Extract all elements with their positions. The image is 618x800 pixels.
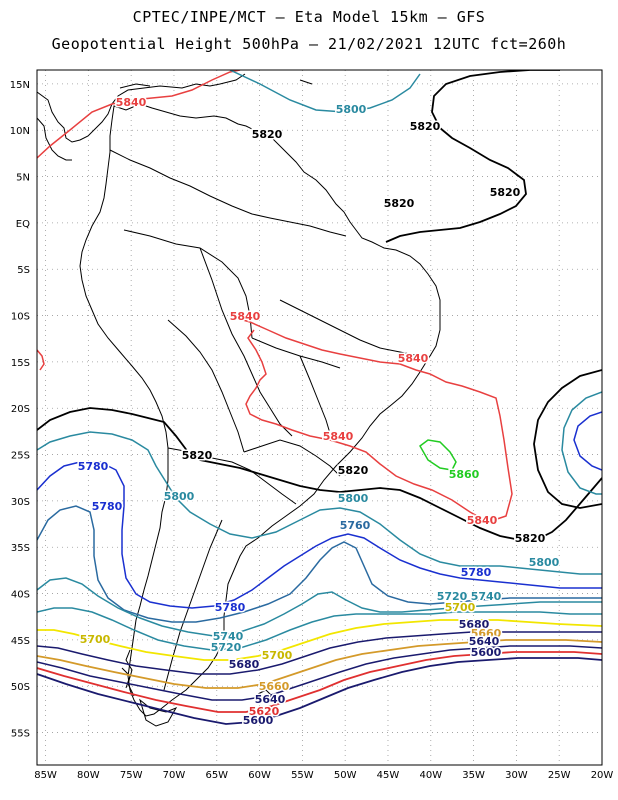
longitude-labels: 85W 80W 75W 70W 65W 60W 55W 50W 45W 40W 35W 30W 25W 2… <box>34 770 613 781</box>
lon-tick-label: 70W <box>163 770 186 781</box>
lon-tick-label: 50W <box>334 770 357 781</box>
contour-5780-east <box>573 411 602 471</box>
contour-5820-north <box>385 70 560 243</box>
contour-5860 <box>419 439 457 471</box>
contour-label: 5720 <box>211 641 242 654</box>
contour-5700 <box>37 619 602 661</box>
contour-5800-east <box>561 391 602 495</box>
lat-tick-label: 15S <box>11 358 30 369</box>
lat-tick-label: 45S <box>11 636 30 647</box>
lon-tick-label: 60W <box>248 770 271 781</box>
contour-5820-east <box>533 369 602 509</box>
contour-label: 5840 <box>323 430 354 443</box>
lon-tick-label: 55W <box>291 770 314 781</box>
contour-label: 5740 <box>213 630 244 643</box>
lat-tick-label: 5S <box>17 265 30 276</box>
lat-tick-label: 50S <box>11 682 30 693</box>
contour-label: 5800 <box>336 103 367 116</box>
contour-label: 5860 <box>449 468 480 481</box>
contour-lines <box>37 70 602 725</box>
contour-5820 <box>37 407 602 541</box>
lat-tick-label: 20S <box>11 404 30 415</box>
contour-label: 5660 <box>259 680 290 693</box>
contour-5800 <box>37 431 602 575</box>
lat-tick-label: 10N <box>10 126 30 137</box>
contour-label: 5680 <box>459 618 490 631</box>
lon-tick-label: 25W <box>548 770 571 781</box>
lat-tick-label: 30S <box>11 497 30 508</box>
contour-label: 5780 <box>78 460 109 473</box>
contour-5660 <box>37 639 602 689</box>
contour-5800-north <box>229 70 421 113</box>
contour-label: 5760 <box>340 519 371 532</box>
contour-label: 5600 <box>243 714 274 727</box>
lat-tick-label: 55S <box>11 729 30 740</box>
contour-label: 5780 <box>461 566 492 579</box>
contour-label: 5700 <box>445 601 476 614</box>
contour-label: 5820 <box>490 186 521 199</box>
contour-label: 5820 <box>338 464 369 477</box>
contour-label: 5720 <box>437 590 468 603</box>
contour-5720 <box>37 607 602 651</box>
lat-tick-label: 40S <box>11 590 30 601</box>
contour-label: 5780 <box>92 500 123 513</box>
contour-5740 <box>37 577 602 637</box>
lat-tick-label: 35S <box>11 543 30 554</box>
contour-label: 5840 <box>467 514 498 527</box>
contour-label: 5840 <box>116 96 147 109</box>
contour-label: 5700 <box>262 649 293 662</box>
contour-label: 5820 <box>410 120 441 133</box>
contour-label: 5780 <box>215 601 246 614</box>
contour-5780 <box>37 461 602 609</box>
chart-subtitle: Geopotential Height 500hPa — 21/02/2021 … <box>51 35 567 53</box>
contour-label: 5740 <box>471 590 502 603</box>
lon-tick-label: 40W <box>419 770 442 781</box>
contour-label: 5820 <box>252 128 283 141</box>
contour-label: 5800 <box>338 492 369 505</box>
lon-tick-label: 35W <box>462 770 485 781</box>
contour-label: 5680 <box>229 658 260 671</box>
contour-5640 <box>37 645 602 701</box>
lon-tick-label: 80W <box>77 770 100 781</box>
lon-tick-label: 75W <box>120 770 143 781</box>
latitude-labels: 15N 10N 5N EQ 5S 10S 15S 20S 25S 30S 35S 40S 45S 50S 5… <box>10 80 30 740</box>
lon-tick-label: 20W <box>591 770 614 781</box>
lon-tick-label: 85W <box>34 770 57 781</box>
coastline <box>37 73 441 727</box>
contour-5620 <box>37 651 602 713</box>
contour-label: 5640 <box>255 693 286 706</box>
chart-title: CPTEC/INPE/MCT — Eta Model 15km — GFS <box>132 8 486 26</box>
contour-label: 5840 <box>230 310 261 323</box>
lon-tick-label: 30W <box>505 770 528 781</box>
contour-labels: 5840 5800 5820 5820 5820 5820 5840 5840 5840 5820… <box>76 95 561 729</box>
contour-label: 5820 <box>384 197 415 210</box>
lat-tick-label: 10S <box>11 312 30 323</box>
contour-label: 5820 <box>182 449 213 462</box>
contour-5840-north <box>37 70 241 159</box>
lon-tick-label: 45W <box>377 770 400 781</box>
lon-tick-label: 65W <box>205 770 228 781</box>
lat-tick-label: EQ <box>16 219 30 230</box>
contour-5680 <box>37 631 602 675</box>
map-frame <box>36 69 603 766</box>
contour-label: 5660 <box>471 627 502 640</box>
contour-5840-south <box>37 317 513 523</box>
contour-label: 5840 <box>398 352 429 365</box>
lat-tick-label: 5N <box>16 173 30 184</box>
contour-label: 5640 <box>469 635 500 648</box>
contour-label: 5700 <box>80 633 111 646</box>
lat-tick-label: 25S <box>11 451 30 462</box>
contour-5600 <box>37 657 602 725</box>
contour-5860-north <box>88 70 130 71</box>
contour-label: 5820 <box>515 532 546 545</box>
contour-label: 5800 <box>529 556 560 569</box>
contour-label: 5600 <box>471 646 502 659</box>
contour-label: 5620 <box>249 705 280 718</box>
contour-5760 <box>37 505 602 623</box>
lat-tick-label: 15N <box>10 80 30 91</box>
contour-label: 5800 <box>164 490 195 503</box>
